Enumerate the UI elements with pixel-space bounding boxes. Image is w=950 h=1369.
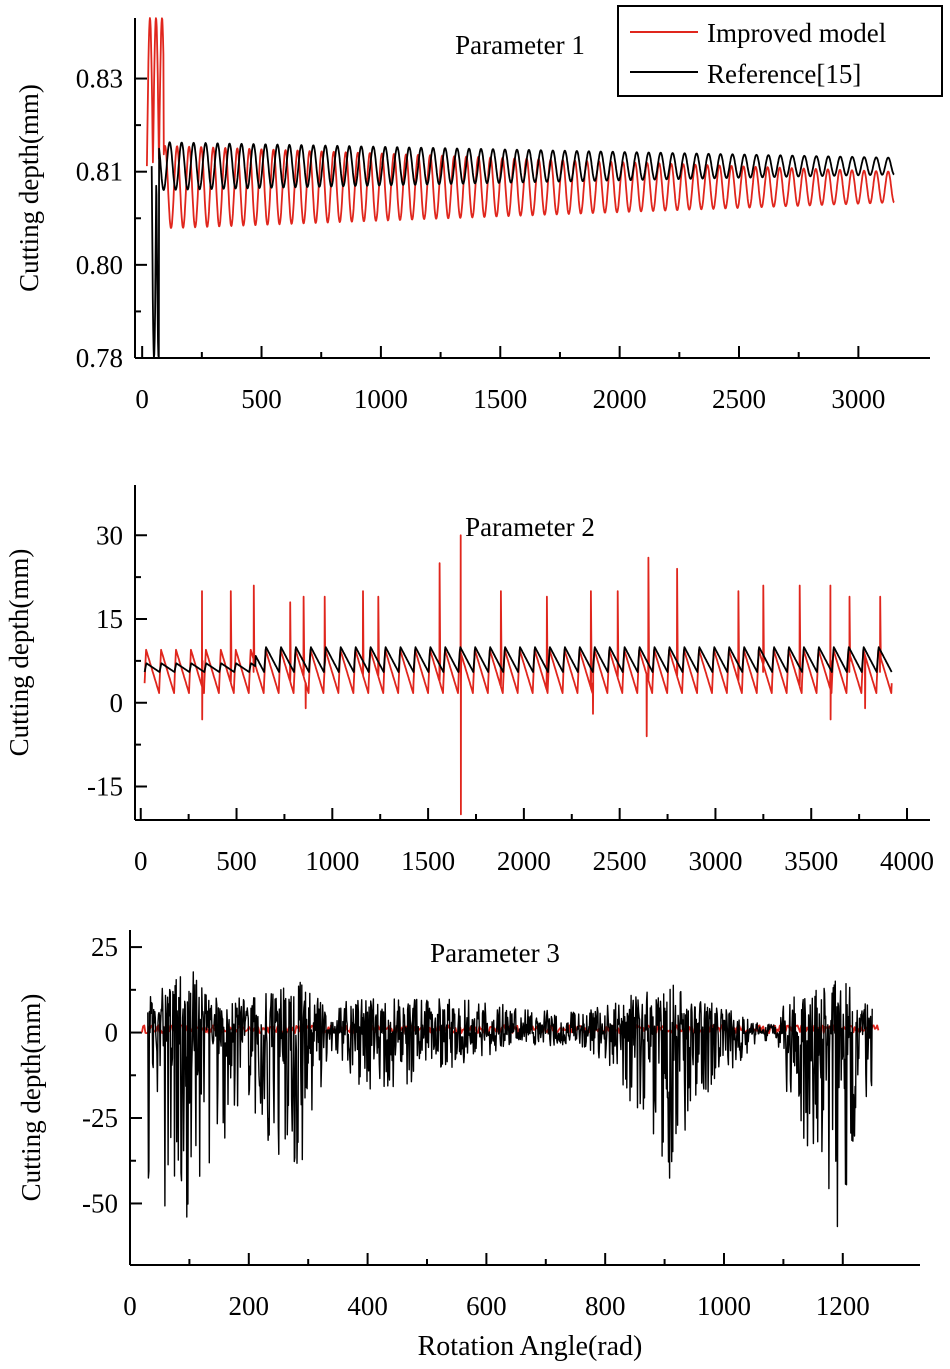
series-improved-model-line [146, 17, 895, 229]
y-tick-label: 0.81 [76, 157, 123, 187]
chart-title: Parameter 2 [465, 512, 595, 542]
x-tick-label: 3500 [784, 846, 838, 876]
x-tick-label: 0 [134, 846, 148, 876]
series-reference-line [143, 646, 893, 673]
legend-box [617, 5, 943, 97]
y-tick-label: 25 [91, 932, 118, 962]
x-tick-label: 0 [135, 384, 149, 414]
x-tick-label: 400 [347, 1291, 388, 1321]
series-improved-model-line [143, 534, 893, 816]
legend: Improved model Reference[15] [617, 5, 943, 97]
x-tick-label: 800 [585, 1291, 626, 1321]
y-tick-label: -50 [82, 1188, 118, 1218]
x-tick-label: 2000 [593, 384, 647, 414]
y-tick-label: -15 [87, 772, 123, 802]
series-reference-line [150, 141, 895, 359]
x-tick-label: 500 [241, 384, 282, 414]
y-tick-label: 30 [96, 520, 123, 550]
x-tick-label: 500 [216, 846, 257, 876]
y-tick-label: 15 [96, 604, 123, 634]
x-tick-label: 2000 [497, 846, 551, 876]
legend-label-improved: Improved model [707, 18, 886, 48]
y-tick-label: -25 [82, 1103, 118, 1133]
chart-parameter-3: 0 200 400 600 800 1000 1200 -50 -25 0 25 Cutting de… [16, 930, 920, 1321]
y-axis-label: Cutting depth(mm) [16, 994, 46, 1202]
x-axis-label: Rotation Angle(rad) [418, 1331, 643, 1362]
x-tick-label: 1000 [697, 1291, 751, 1321]
x-tick-label: 1200 [816, 1291, 870, 1321]
y-axis-label: Cutting depth(mm) [14, 84, 44, 292]
y-axis-label: Cutting depth(mm) [4, 549, 34, 757]
series-reference-line [147, 971, 873, 1228]
x-tick-label: 0 [123, 1291, 137, 1321]
x-tick-label: 2500 [593, 846, 647, 876]
x-tick-label: 2500 [712, 384, 766, 414]
chart-parameter-1: 0 500 1000 1500 2000 2500 3000 0.78 0.80 0.81 0.83… [14, 17, 930, 414]
legend-label-reference: Reference[15] [707, 59, 861, 89]
chart-title: Parameter 3 [430, 938, 560, 968]
y-tick-label: 0 [105, 1018, 119, 1048]
y-tick-label: 0.83 [76, 64, 123, 94]
chart-parameter-2: 0 500 1000 1500 2000 2500 3000 3500 4000 -15 0 15 30… [4, 485, 934, 876]
x-tick-label: 1000 [305, 846, 359, 876]
x-tick-label: 1500 [401, 846, 455, 876]
y-tick-label: 0.80 [76, 250, 123, 280]
y-tick-label: 0 [110, 688, 124, 718]
x-tick-label: 1000 [354, 384, 408, 414]
x-tick-label: 600 [466, 1291, 507, 1321]
x-tick-label: 3000 [688, 846, 742, 876]
y-tick-label: 0.78 [76, 343, 123, 373]
x-tick-label: 3000 [831, 384, 885, 414]
x-tick-label: 4000 [880, 846, 934, 876]
x-tick-label: 1500 [473, 384, 527, 414]
chart-title: Parameter 1 [455, 30, 585, 60]
x-tick-label: 200 [229, 1291, 270, 1321]
